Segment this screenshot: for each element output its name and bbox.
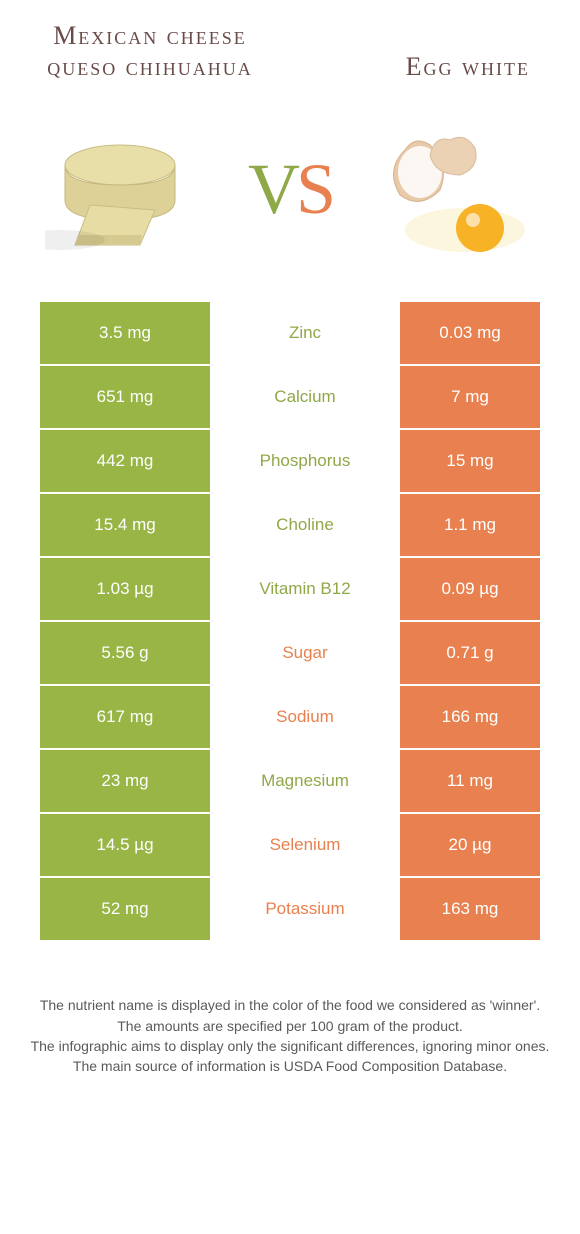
table-row: 617 mgSodium166 mg: [40, 686, 540, 748]
table-row: 442 mgPhosphorus15 mg: [40, 430, 540, 492]
left-value: 651 mg: [40, 366, 210, 428]
nutrient-label: Sodium: [210, 686, 400, 748]
left-value: 52 mg: [40, 878, 210, 940]
nutrient-label: Phosphorus: [210, 430, 400, 492]
right-value: 166 mg: [400, 686, 540, 748]
footer-line-4: The main source of information is USDA F…: [30, 1056, 550, 1076]
left-value: 5.56 g: [40, 622, 210, 684]
right-value: 0.09 µg: [400, 558, 540, 620]
right-value: 163 mg: [400, 878, 540, 940]
comparison-table: 3.5 mgZinc0.03 mg651 mgCalcium7 mg442 mg…: [40, 302, 540, 940]
left-value: 3.5 mg: [40, 302, 210, 364]
table-row: 15.4 mgCholine1.1 mg: [40, 494, 540, 556]
nutrient-label: Choline: [210, 494, 400, 556]
nutrient-label: Magnesium: [210, 750, 400, 812]
food-right-title: Egg white: [340, 51, 540, 82]
nutrient-label: Zinc: [210, 302, 400, 364]
left-value: 14.5 µg: [40, 814, 210, 876]
left-value: 442 mg: [40, 430, 210, 492]
table-row: 23 mgMagnesium11 mg: [40, 750, 540, 812]
nutrient-label: Selenium: [210, 814, 400, 876]
table-row: 14.5 µgSelenium20 µg: [40, 814, 540, 876]
footer-line-3: The infographic aims to display only the…: [30, 1036, 550, 1056]
right-value: 20 µg: [400, 814, 540, 876]
right-value: 15 mg: [400, 430, 540, 492]
table-row: 651 mgCalcium7 mg: [40, 366, 540, 428]
vs-label: VS: [248, 148, 332, 231]
table-row: 5.56 gSugar0.71 g: [40, 622, 540, 684]
right-value: 0.71 g: [400, 622, 540, 684]
vs-s: S: [296, 149, 332, 229]
table-row: 52 mgPotassium163 mg: [40, 878, 540, 940]
left-value: 617 mg: [40, 686, 210, 748]
nutrient-label: Sugar: [210, 622, 400, 684]
vs-v: V: [248, 149, 296, 229]
footer-line-2: The amounts are specified per 100 gram o…: [30, 1016, 550, 1036]
cheese-image: [40, 115, 210, 265]
left-value: 23 mg: [40, 750, 210, 812]
right-value: 11 mg: [400, 750, 540, 812]
egg-image: [370, 115, 540, 265]
header: Mexican cheese queso chihuahua Egg white: [0, 0, 580, 92]
right-value: 7 mg: [400, 366, 540, 428]
left-value: 1.03 µg: [40, 558, 210, 620]
right-value: 1.1 mg: [400, 494, 540, 556]
left-value: 15.4 mg: [40, 494, 210, 556]
footer-line-1: The nutrient name is displayed in the co…: [30, 995, 550, 1015]
table-row: 3.5 mgZinc0.03 mg: [40, 302, 540, 364]
footer-notes: The nutrient name is displayed in the co…: [0, 995, 580, 1076]
nutrient-label: Calcium: [210, 366, 400, 428]
table-row: 1.03 µgVitamin B120.09 µg: [40, 558, 540, 620]
nutrient-label: Vitamin B12: [210, 558, 400, 620]
right-value: 0.03 mg: [400, 302, 540, 364]
images-row: VS: [0, 92, 580, 302]
nutrient-label: Potassium: [210, 878, 400, 940]
food-left-title: Mexican cheese queso chihuahua: [40, 20, 260, 82]
